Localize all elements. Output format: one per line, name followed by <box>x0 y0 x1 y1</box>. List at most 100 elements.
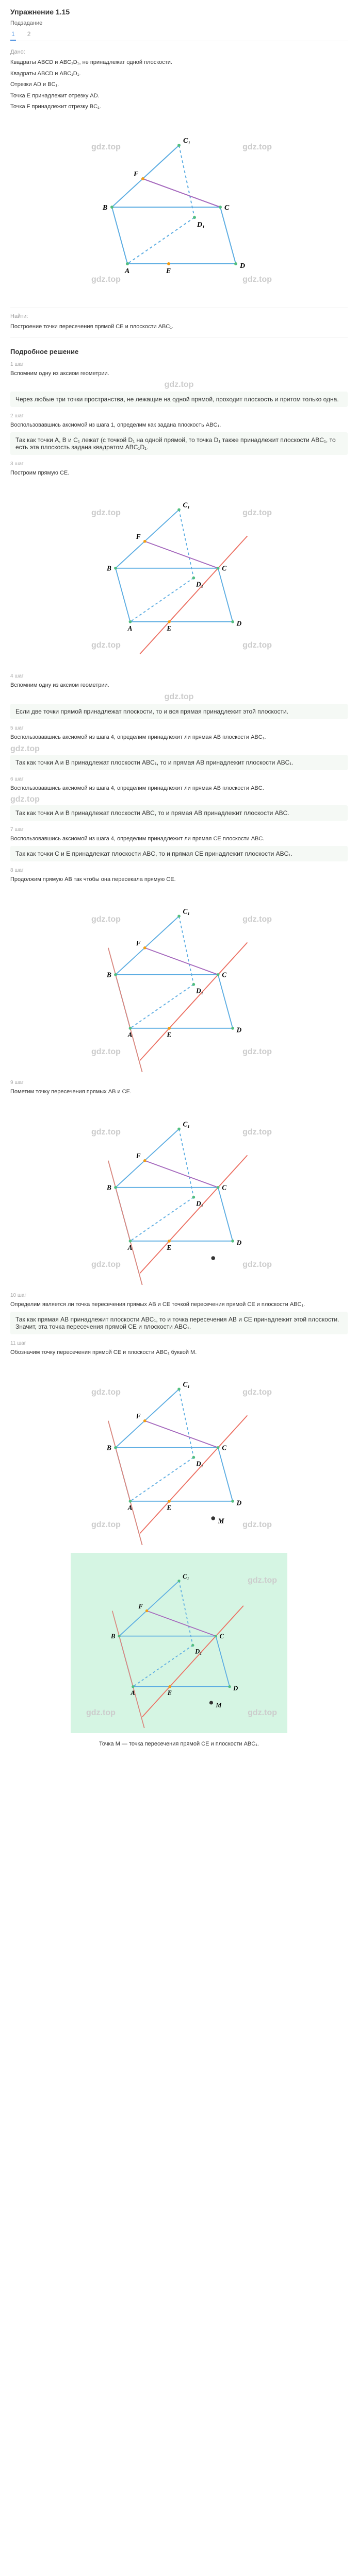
svg-text:B: B <box>106 971 111 979</box>
watermark: gdz.top <box>10 795 348 804</box>
step-box: Так как точки A, B и C₁ лежат (с точкой … <box>10 432 348 455</box>
step-label: 7 шаг <box>10 827 348 833</box>
svg-text:C₁: C₁ <box>183 1381 190 1388</box>
svg-text:C: C <box>222 565 226 572</box>
svg-text:D: D <box>236 1239 242 1246</box>
step-label: 2 шаг <box>10 413 348 419</box>
step-text: Воспользовавшись аксиомой из шага 4, опр… <box>10 733 348 742</box>
svg-text:D₁: D₁ <box>197 221 205 229</box>
step-text: Построим прямую CE. <box>10 469 348 478</box>
svg-text:C: C <box>224 204 230 212</box>
svg-text:M: M <box>218 1517 225 1525</box>
find-text: Построение точки пересечения прямой CE и… <box>10 323 348 332</box>
step-text: Пометим точку пересечения прямых AB и CE… <box>10 1088 348 1097</box>
svg-text:F: F <box>136 533 141 540</box>
step-box: Так как точки A и B принадлежат плоскост… <box>10 805 348 821</box>
tabs-row: 1 2 <box>10 28 348 41</box>
step-text: Обозначим точку пересечения прямой CE и … <box>10 1348 348 1358</box>
step-text: Вспомним одну из аксиом геометрии. <box>10 369 348 379</box>
svg-text:B: B <box>106 565 111 572</box>
step-label: 4 шаг <box>10 673 348 679</box>
svg-text:C: C <box>222 1444 226 1452</box>
tab-2[interactable]: 2 <box>26 28 32 41</box>
find-label: Найти: <box>10 313 348 319</box>
svg-text:C₁: C₁ <box>183 137 190 145</box>
step-text: Продолжим прямую AB так чтобы она пересе… <box>10 875 348 885</box>
exercise-title: Упражнение 1.15 <box>10 8 348 16</box>
step-label: 6 шаг <box>10 776 348 782</box>
svg-text:B: B <box>106 1444 111 1452</box>
step-text: Воспользовавшись аксиомой из шага 4, опр… <box>10 835 348 844</box>
step-box: Так как точки A и B принадлежат плоскост… <box>10 755 348 770</box>
given-label: Дано: <box>10 49 348 55</box>
step-label: 9 шаг <box>10 1080 348 1086</box>
svg-text:A: A <box>127 1504 133 1512</box>
svg-text:C: C <box>222 971 226 979</box>
svg-text:B: B <box>110 1633 115 1640</box>
diagram-svg: ABCDC₁D₁EF <box>76 120 282 300</box>
svg-text:D: D <box>236 1026 242 1034</box>
svg-text:D₁: D₁ <box>196 987 203 995</box>
svg-text:C₁: C₁ <box>183 1120 190 1128</box>
svg-text:D: D <box>236 620 242 628</box>
given-line-1: Квадраты ABCD и ABC₁D₁. <box>10 70 348 79</box>
svg-text:F: F <box>138 1603 143 1610</box>
step-label: 1 шаг <box>10 362 348 367</box>
step-label: 3 шаг <box>10 461 348 467</box>
given-line-0: Квадраты ABCD и ABC₁D₁, не принадлежат о… <box>10 58 348 67</box>
step-text: Вспомним одну из аксиом геометрии. <box>10 681 348 690</box>
diagram-final: gdz.top gdz.top gdz.top MABCDC₁D₁EF <box>71 1553 287 1733</box>
step-box: Так как точки C и E принадлежат плоскост… <box>10 846 348 861</box>
watermark: gdz.top <box>10 380 348 389</box>
given-line-2: Отрезки AD и BC₁. <box>10 80 348 90</box>
diagram: gdz.top gdz.top gdz.top gdz.top ABCDC₁D₁… <box>76 892 282 1072</box>
svg-text:E: E <box>166 1031 171 1039</box>
svg-text:E: E <box>166 267 171 275</box>
svg-text:D: D <box>239 262 245 270</box>
svg-text:A: A <box>127 624 133 632</box>
svg-text:D₁: D₁ <box>194 1648 202 1655</box>
diagram-1: gdz.top gdz.top gdz.top gdz.top ABCDC₁D₁… <box>76 120 282 300</box>
svg-text:M: M <box>215 1702 222 1709</box>
step-text: Воспользовавшись аксиомой из шага 1, опр… <box>10 421 348 430</box>
svg-text:E: E <box>166 1504 171 1512</box>
svg-text:D₁: D₁ <box>196 581 203 588</box>
svg-text:D: D <box>233 1685 238 1692</box>
step-text: Определим является ли точка пересечения … <box>10 1300 348 1310</box>
watermark: gdz.top <box>10 692 348 702</box>
footer-note: Точка M — точка пересечения прямой CE и … <box>10 1741 348 1747</box>
svg-text:D₁: D₁ <box>196 1460 203 1468</box>
subtask-label: Подзадание <box>10 20 348 26</box>
svg-text:C: C <box>222 1183 226 1191</box>
step-label: 10 шаг <box>10 1293 348 1298</box>
step-label: 11 шаг <box>10 1341 348 1346</box>
svg-text:F: F <box>136 1412 141 1420</box>
svg-text:D: D <box>236 1499 242 1507</box>
step-box: Если две точки прямой принадлежат плоско… <box>10 704 348 719</box>
given-line-3: Точка E принадлежит отрезку AD. <box>10 92 348 101</box>
svg-text:E: E <box>167 1689 172 1697</box>
svg-text:C₁: C₁ <box>183 908 190 916</box>
svg-text:E: E <box>166 1244 171 1251</box>
tab-1[interactable]: 1 <box>10 28 16 41</box>
detailed-title: Подробное решение <box>10 348 348 355</box>
svg-text:C₁: C₁ <box>183 501 190 509</box>
svg-text:B: B <box>106 1183 111 1191</box>
svg-text:A: A <box>130 1689 135 1697</box>
watermark: gdz.top <box>10 744 348 754</box>
step-label: 5 шаг <box>10 725 348 731</box>
step-text: Воспользовавшись аксиомой из шага 4, опр… <box>10 784 348 793</box>
step-label: 8 шаг <box>10 868 348 873</box>
svg-text:C₁: C₁ <box>183 1573 189 1580</box>
svg-text:F: F <box>136 1152 141 1160</box>
svg-text:A: A <box>127 1244 133 1251</box>
svg-text:C: C <box>219 1633 224 1640</box>
svg-text:A: A <box>124 267 129 275</box>
diagram: gdz.top gdz.top gdz.top gdz.top ABCDC₁D₁… <box>76 1105 282 1285</box>
given-line-4: Точка F принадлежит отрезку BC₁. <box>10 103 348 112</box>
diagram: gdz.top gdz.top gdz.top gdz.top MABCDC₁D… <box>76 1365 282 1545</box>
svg-text:E: E <box>166 624 171 632</box>
svg-text:D₁: D₁ <box>196 1200 203 1208</box>
step-box: Так как прямая AB принадлежит плоскости … <box>10 1312 348 1334</box>
svg-text:B: B <box>102 204 107 212</box>
